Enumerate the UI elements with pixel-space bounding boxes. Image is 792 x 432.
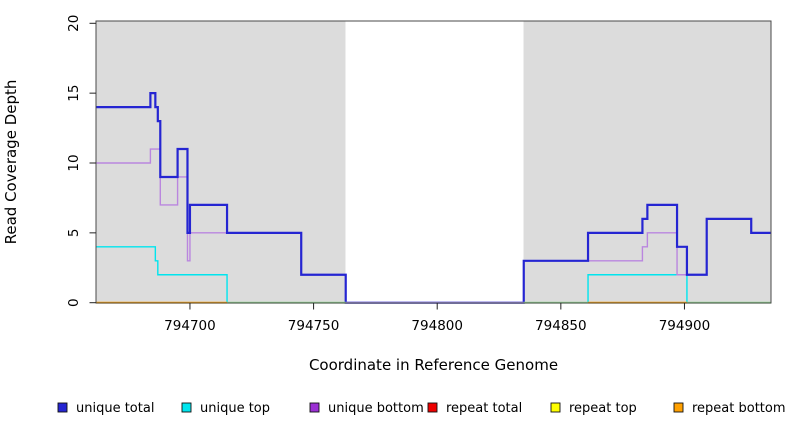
x-axis-title: Coordinate in Reference Genome xyxy=(309,356,558,374)
series-lines xyxy=(96,92,771,304)
plot-background-regions xyxy=(96,21,771,303)
legend-swatch-repeat-total xyxy=(427,402,438,413)
series-unique-total xyxy=(96,92,771,304)
legend-swatch-unique-top xyxy=(181,402,192,413)
x-tick-label: 794750 xyxy=(288,318,340,334)
x-tick-label: 794850 xyxy=(535,318,587,334)
y-axis-ticks: 0 5 10 15 20 xyxy=(66,15,96,307)
legend-label-unique-bottom: unique bottom xyxy=(328,401,424,416)
legend-label-repeat-bottom: repeat bottom xyxy=(692,401,786,416)
legend-swatch-repeat-top xyxy=(550,402,561,413)
legend: unique total unique top unique bottom repea… xyxy=(57,401,786,416)
y-tick-label: 10 xyxy=(66,154,82,171)
x-tick-label: 794800 xyxy=(411,318,463,334)
y-tick-label: 20 xyxy=(66,15,82,32)
legend-label-repeat-total: repeat total xyxy=(446,401,522,416)
legend-label-unique-top: unique top xyxy=(200,401,270,416)
plot-bg-region xyxy=(96,21,346,303)
x-tick-label: 794900 xyxy=(659,318,711,334)
legend-swatch-unique-bottom xyxy=(309,402,320,413)
legend-swatch-unique-total xyxy=(57,402,68,413)
legend-swatch-repeat-bottom xyxy=(673,402,684,413)
y-tick-label: 0 xyxy=(66,298,82,307)
x-tick-label: 794700 xyxy=(164,318,216,334)
x-axis-ticks: 794700 794750 794800 794850 794900 xyxy=(164,303,710,334)
series-unique-top xyxy=(96,246,771,304)
plot-bg-region xyxy=(523,21,771,303)
y-axis-title: Read Coverage Depth xyxy=(2,80,20,245)
legend-label-repeat-top: repeat top xyxy=(569,401,637,416)
legend-label-unique-total: unique total xyxy=(76,401,154,416)
y-tick-label: 15 xyxy=(66,85,82,102)
y-tick-label: 5 xyxy=(66,229,82,238)
plot-border xyxy=(95,20,772,304)
